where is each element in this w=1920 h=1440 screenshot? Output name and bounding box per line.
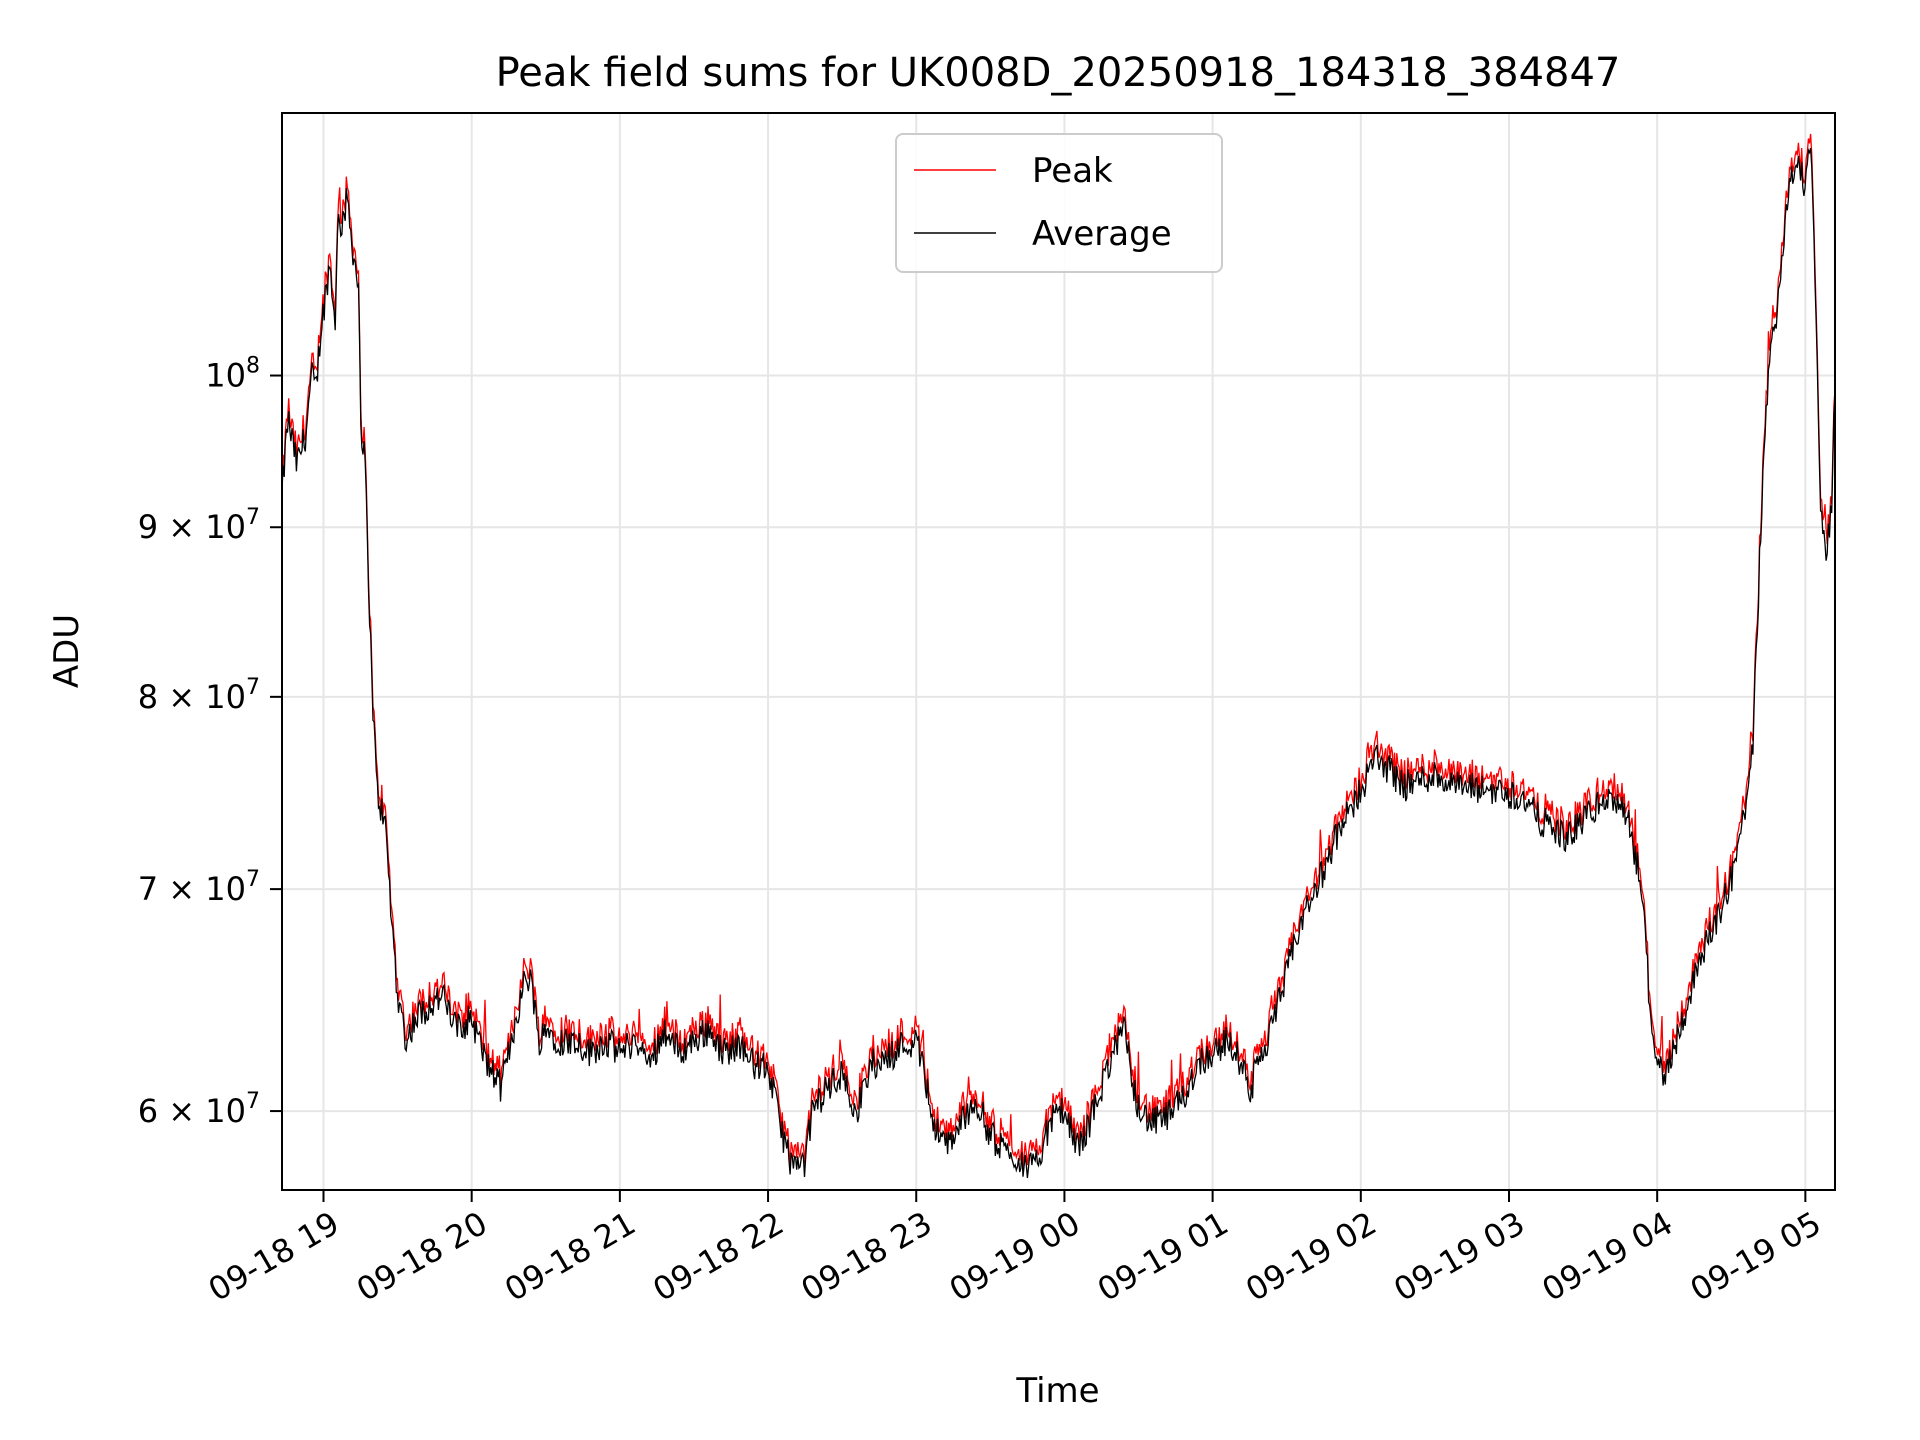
y-tick-base: 10 (205, 508, 246, 546)
legend-average-label: Average (1032, 214, 1172, 254)
plot-area (282, 133, 1835, 1179)
axes-frame (281, 112, 1836, 1191)
chart-title: Peak field sums for UK008D_20250918_1843… (496, 50, 1621, 96)
x-axis-label: Time (1015, 1371, 1099, 1411)
y-tick-exponent: 7 (246, 675, 260, 700)
legend: Peak Average (895, 133, 1223, 273)
y-axis-label: ADU (47, 614, 87, 688)
y-tick-mantissa: 8 × (138, 678, 206, 716)
y-tick-mantissa: 7 × (138, 870, 206, 908)
y-tick-base: 10 (205, 357, 246, 395)
y-tick-exponent: 8 (246, 354, 260, 379)
y-tick-label: 9 × 107 (138, 505, 260, 546)
grid (282, 113, 1835, 1190)
y-tick-base: 10 (205, 678, 246, 716)
y-tick-mantissa: 9 × (138, 508, 206, 546)
y-tick-exponent: 7 (246, 1089, 260, 1114)
legend-peak-label: Peak (1032, 151, 1113, 191)
y-tick-exponent: 7 (246, 505, 260, 530)
y-tick-label: 7 × 107 (138, 867, 260, 908)
y-tick-label: 8 × 107 (138, 675, 260, 716)
y-tick-mantissa: 6 × (138, 1092, 206, 1130)
y-tick-base: 10 (205, 1092, 246, 1130)
y-tick-label: 6 × 107 (138, 1089, 260, 1130)
series-average-line (282, 147, 1835, 1179)
legend-box (895, 133, 1223, 273)
y-tick-label: 108 (205, 354, 260, 395)
y-tick-base: 10 (205, 870, 246, 908)
y-tick-exponent: 7 (246, 867, 260, 892)
